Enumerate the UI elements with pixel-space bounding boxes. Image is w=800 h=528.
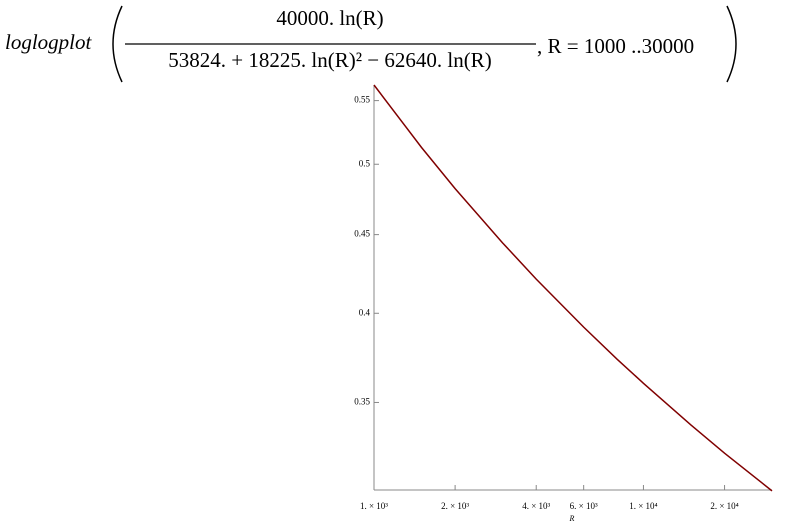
x-tick-label: 4. × 10³ (522, 501, 550, 511)
paren-right (726, 5, 737, 83)
x-tick-label: 6. × 10³ (570, 501, 598, 511)
x-axis-label: R (569, 514, 575, 523)
line (373, 84, 773, 492)
numerator: 40000. ln(R) (276, 6, 383, 30)
y-tick-label: 0.5 (359, 158, 371, 168)
y-tick-label: 0.4 (359, 307, 371, 317)
y-tick-label: 0.35 (354, 397, 370, 407)
x-tick-label: 1. × 10³ (360, 501, 388, 511)
command: loglogplot (5, 30, 93, 54)
x-tick-label: 2. × 10⁴ (710, 501, 738, 511)
x-tick-label: 2. × 10³ (441, 501, 469, 511)
paren-left (112, 5, 123, 83)
x-tick-label: 1. × 10⁴ (629, 501, 657, 511)
denominator: 53824. + 18225. ln(R)² − 62640. ln(R) (168, 48, 491, 72)
y-tick-label: 0.45 (354, 229, 370, 239)
range: , R = 1000 ..30000 (537, 34, 694, 58)
y-tick-label: 0.55 (354, 95, 370, 105)
